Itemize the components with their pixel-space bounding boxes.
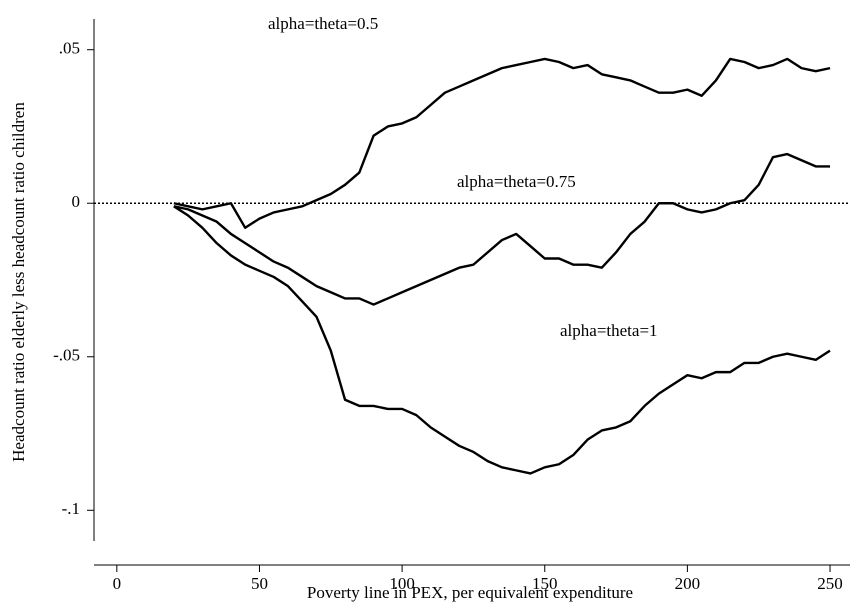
series-line bbox=[173, 57, 831, 229]
y-tick-label: .05 bbox=[59, 39, 80, 58]
series-label: alpha=theta=1 bbox=[560, 321, 658, 340]
series-label: alpha=theta=0.75 bbox=[457, 172, 576, 191]
x-tick-label: 50 bbox=[251, 574, 268, 593]
series-label: alpha=theta=0.5 bbox=[268, 14, 378, 33]
x-tick-label: 0 bbox=[113, 574, 122, 593]
y-tick-label: -.1 bbox=[62, 499, 80, 518]
y-axis-label: Headcount ratio elderly less headcount r… bbox=[9, 102, 28, 462]
x-tick-label: 150 bbox=[532, 574, 558, 593]
series-line bbox=[173, 152, 831, 306]
y-tick-label: -.05 bbox=[53, 346, 80, 365]
x-tick-label: 250 bbox=[817, 574, 843, 593]
x-tick-label: 100 bbox=[389, 574, 415, 593]
x-tick-label: 200 bbox=[675, 574, 701, 593]
series-line bbox=[173, 205, 831, 475]
y-tick-label: 0 bbox=[72, 192, 81, 211]
x-axis-label: Poverty line in PEX, per equivalent expe… bbox=[307, 583, 633, 602]
